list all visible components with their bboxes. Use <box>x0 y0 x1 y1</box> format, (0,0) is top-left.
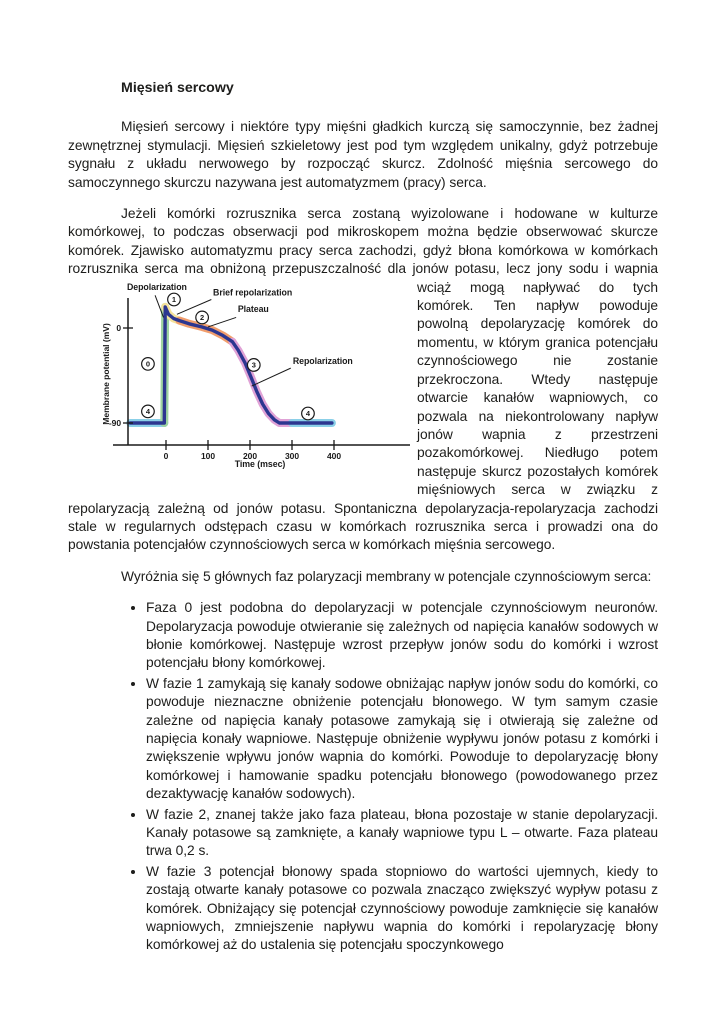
callout-label: Brief repolarization <box>213 287 292 297</box>
phase-marker-number: 4 <box>146 407 151 416</box>
callout-leader-line <box>176 298 212 315</box>
ap-callouts: Depolarization Brief repolarization Platea… <box>127 282 353 387</box>
list-item-phase-0: Faza 0 jest podobna do depolaryzacji w p… <box>146 599 658 673</box>
phase-marker-circle <box>195 310 210 325</box>
callout-label: Depolarization <box>127 282 187 292</box>
y-axis-label: Membrane potential (mV) <box>101 323 111 425</box>
paragraph-pacemaker: Jeżeli komórki rozrusznika serca zostaną… <box>68 205 658 555</box>
callout-leader-line <box>251 367 291 387</box>
phase-marker-circle <box>301 406 315 421</box>
phase-marker-circle <box>141 356 155 371</box>
document-heading: Mięsień sercowy <box>121 80 234 96</box>
x-tick-label: 300 <box>285 451 299 461</box>
phase-list: Faza 0 jest podobna do depolaryzacji w p… <box>68 599 658 955</box>
paragraph-pacemaker-lead: Jeżeli komórki rozrusznika serca zostaną… <box>68 206 658 295</box>
phase-marker-circle <box>141 404 155 418</box>
callout-label: Repolarization <box>293 356 353 366</box>
list-item-phase-2: W fazie 2, znanej także jako faza platea… <box>146 806 658 861</box>
ap-trace <box>128 304 334 425</box>
paragraph-intro: Mięsień sercowy i niektóre typy mięśni g… <box>68 119 658 190</box>
action-potential-chart: 0 100 200 300 400 0 -90 Depolarization Brief r… <box>101 282 410 469</box>
callout-label: Plateau <box>238 304 269 314</box>
paragraph-pacemaker-wrap: komórek. Ten napływ powoduje powolną dep… <box>68 298 658 553</box>
x-tick-label: 400 <box>327 451 341 461</box>
phase-marker-number: 4 <box>306 409 311 418</box>
phase-marker-circle <box>167 292 181 307</box>
paragraph-phases-intro: Wyróżnia się 5 głównych faz polaryzacji … <box>121 568 652 584</box>
x-tick-label: 0 <box>164 451 169 461</box>
ap-axes <box>113 297 410 446</box>
callout-leader-line <box>207 316 237 328</box>
x-tick-label: 100 <box>201 451 215 461</box>
x-axis-label: Time (msec) <box>235 459 286 469</box>
y-tick-label: -90 <box>109 418 121 428</box>
phase-marker-number: 3 <box>252 360 256 369</box>
list-item-phase-3: W fazie 3 potencjał błonowy spada stopni… <box>146 863 658 955</box>
y-tick-label: 0 <box>116 323 121 333</box>
ap-yticks: 0 -90 <box>109 323 133 428</box>
phase-marker-number: 2 <box>200 313 204 322</box>
ap-markers: 0 1 2 3 4 4 <box>141 292 315 421</box>
ap-xticks: 0 100 200 300 400 <box>164 439 341 461</box>
phase-marker-number: 0 <box>146 359 150 368</box>
phase-marker-circle <box>246 357 261 372</box>
x-tick-label: 200 <box>243 451 257 461</box>
list-item-phase-1: W fazie 1 zamykają się kanały sodowe obn… <box>146 675 658 804</box>
phase-marker-number: 1 <box>172 295 176 304</box>
action-potential-figure: 0 100 200 300 400 0 -90 Depolarization Brief r… <box>100 281 415 486</box>
callout-leader-line <box>154 294 164 318</box>
